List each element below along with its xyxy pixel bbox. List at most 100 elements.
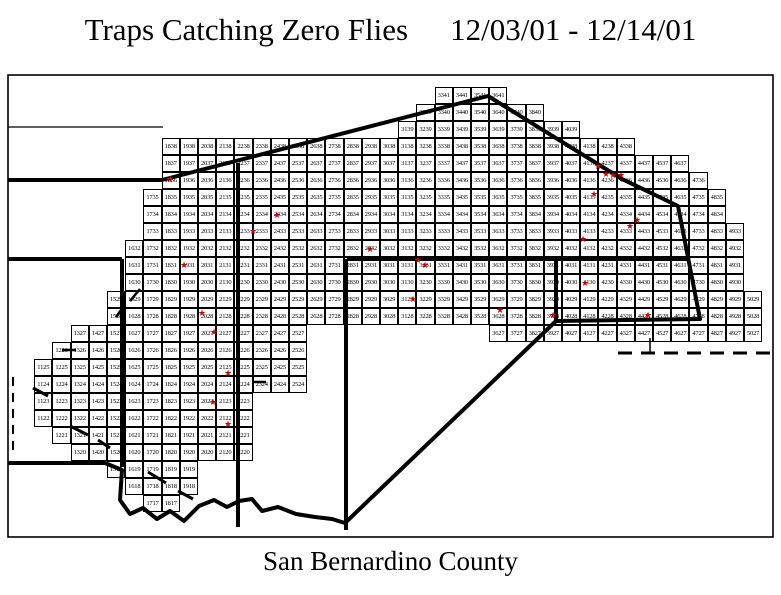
grid-cell: 2936 (361, 172, 380, 189)
grid-cell: 2732 (325, 240, 344, 257)
grid-cell: 3237 (416, 155, 435, 172)
grid-cell: 3632 (489, 240, 508, 257)
grid-cell: 2026 (198, 342, 217, 359)
grid-cell: 4337 (616, 155, 635, 172)
grid-cell: 1632 (125, 240, 144, 257)
grid-cell: 3538 (471, 138, 490, 155)
grid-cell: 2038 (198, 138, 217, 155)
grid-cell: 4728 (689, 308, 708, 325)
grid-cell: 1323 (70, 393, 89, 410)
grid-cell: 2530 (289, 274, 308, 291)
grid-cell: 4228 (598, 308, 617, 325)
grid-cell: 4828 (707, 308, 726, 325)
grid-cell: 4634 (671, 206, 690, 223)
grid-cell: 1326 (70, 342, 89, 359)
grid-cell: 4338 (616, 138, 635, 155)
grid-cell: 2938 (361, 138, 380, 155)
grid-cell: 1834 (161, 206, 180, 223)
grid-cell: 1423 (88, 393, 107, 410)
grid-cell: 4432 (634, 240, 653, 257)
grid-cell: 3829 (525, 291, 544, 308)
trap-marker-star: ★ (248, 227, 258, 238)
grid-cell: 2831 (343, 257, 362, 274)
grid-cell: 2838 (343, 138, 362, 155)
grid-cell: 4229 (598, 291, 617, 308)
grid-cell: 1327 (70, 325, 89, 342)
grid-cell: 2527 (289, 325, 308, 342)
grid-cell: 2730 (325, 274, 344, 291)
grid-cell: 4633 (671, 223, 690, 240)
grid-cell: 1624 (125, 376, 144, 393)
grid-cell: 2424 (270, 376, 289, 393)
grid-cell: 4531 (653, 257, 672, 274)
grid-cell: 1819 (161, 461, 180, 478)
trap-marker-star: ★ (593, 162, 603, 173)
grid-cell: 3639 (489, 121, 508, 138)
grid-cell: 2033 (198, 223, 217, 240)
grid-cell: 3737 (507, 155, 526, 172)
grid-cell: 2528 (289, 308, 308, 325)
grid-cell: 1932 (179, 240, 198, 257)
grid-cell: 3734 (507, 206, 526, 223)
grid-cell: 4630 (671, 274, 690, 291)
grid-cell: 4537 (653, 155, 672, 172)
grid-cell: 2428 (270, 308, 289, 325)
grid-cell: 3431 (452, 257, 471, 274)
grid-cell: 2334 (252, 206, 271, 223)
grid-cell: 2733 (325, 223, 344, 240)
grid-cell: 2833 (343, 223, 362, 240)
grid-cell: 1222 (52, 410, 71, 427)
grid-cell: 1226 (52, 342, 71, 359)
grid-cell: 4831 (707, 257, 726, 274)
trap-marker-star: ★ (408, 295, 418, 306)
grid-cell: 3228 (416, 308, 435, 325)
grid-cell: 4430 (634, 274, 653, 291)
grid-cell: 3930 (543, 274, 562, 291)
grid-cell: 2829 (343, 291, 362, 308)
trap-marker-star: ★ (197, 309, 207, 320)
grid-cell: 2126 (216, 342, 235, 359)
grid-cell: 2133 (216, 223, 235, 240)
grid-cell: 2429 (270, 291, 289, 308)
county-label: San Bernardino County (263, 546, 518, 576)
grid-cell: 1620 (125, 444, 144, 461)
grid-cell: 4030 (562, 274, 581, 291)
grid-cell: 2020 (198, 444, 217, 461)
grid-cell: 4731 (689, 257, 708, 274)
grid-cell: 1320 (70, 444, 89, 461)
grid-cell: 4530 (653, 274, 672, 291)
grid-cell: 3939 (543, 121, 562, 138)
grid-cell: 2631 (307, 257, 326, 274)
grid-cell: 1735 (143, 189, 162, 206)
grid-cell: 4234 (598, 206, 617, 223)
grid-cell: 4734 (689, 206, 708, 223)
grid-cell: 1919 (179, 461, 198, 478)
grid-cell: 3627 (489, 325, 508, 342)
trap-marker-star: ★ (179, 261, 189, 272)
grid-cell: 1920 (179, 444, 198, 461)
grid-cell: 2731 (325, 257, 344, 274)
grid-cell: 3537 (471, 155, 490, 172)
grid-cell: 2535 (289, 189, 308, 206)
grid-cell: 2134 (216, 206, 235, 223)
grid-cell: 2438 (270, 138, 289, 155)
grid-cell: 1936 (179, 172, 198, 189)
grid-cell: 2526 (289, 342, 308, 359)
grid-cell: 1724 (143, 376, 162, 393)
grid-cell: 3739 (507, 121, 526, 138)
trap-marker-star: ★ (578, 235, 588, 246)
grid-cell: 1621 (125, 427, 144, 444)
grid-cell: 4435 (634, 189, 653, 206)
grid-cell: 2035 (198, 189, 217, 206)
grid-cell: 3536 (471, 172, 490, 189)
grid-cell: 3840 (525, 104, 544, 121)
grid-cell: 3128 (398, 308, 417, 325)
grid-cell: 3640 (489, 104, 508, 121)
grid-cell: 2021 (198, 427, 217, 444)
grid-cell: 1818 (161, 478, 180, 495)
grid-cell: 1824 (161, 376, 180, 393)
grid-cell: 1830 (161, 274, 180, 291)
grid-cell: 4034 (562, 206, 581, 223)
grid-cell: 1821 (161, 427, 180, 444)
